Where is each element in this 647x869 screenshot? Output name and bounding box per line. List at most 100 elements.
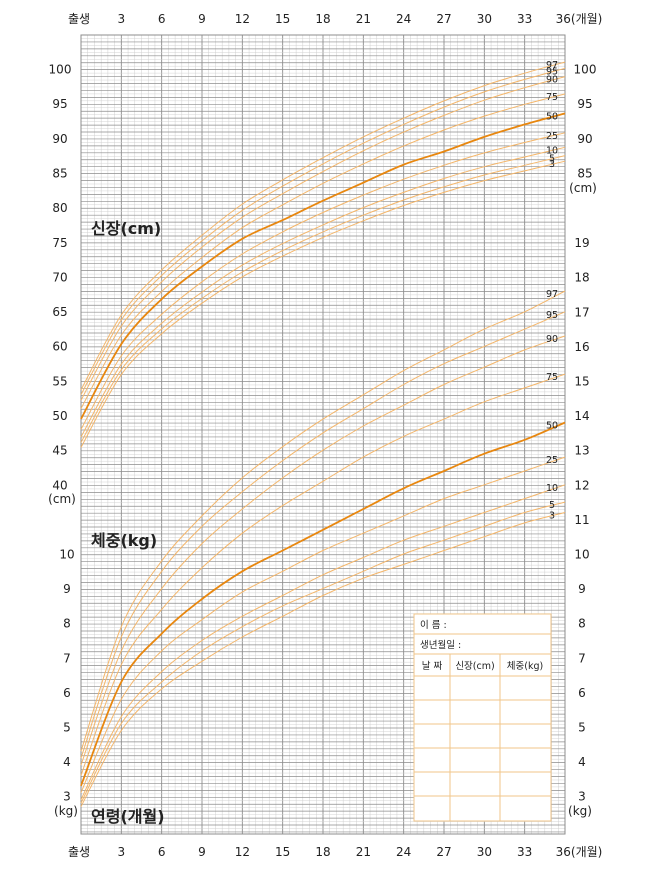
- height-y-tick-label: 80: [52, 201, 67, 215]
- weight-p25-line: [80, 456, 566, 793]
- x-tick-label-top: 9: [198, 12, 206, 26]
- height-p25-line: [80, 132, 566, 430]
- weight-y-tick-label: 7: [63, 651, 71, 665]
- axis-labels: 출생출생336699121215151818212124242727303033…: [48, 12, 602, 859]
- height-p50-line: [80, 112, 566, 420]
- height-p90-label: 90: [546, 75, 558, 86]
- height-y-tick-label: 90: [52, 132, 67, 146]
- weight-right-tick-label: 10: [574, 548, 589, 562]
- height-p10-label: 10: [546, 145, 558, 156]
- x-tick-label-bottom: 21: [356, 845, 371, 859]
- x-tick-label-bottom: 6: [158, 845, 166, 859]
- height-p95-label: 95: [546, 66, 558, 77]
- height-y-tick-label: 65: [52, 305, 67, 319]
- weight-p75-line: [80, 373, 566, 776]
- date-column-header: 날 짜: [422, 661, 443, 672]
- x-tick-label-top: 24: [396, 12, 411, 26]
- weight-right-tick-label: 18: [574, 271, 589, 285]
- weight-right-tick-label: 3: [578, 790, 586, 804]
- x-tick-label-bottom: 15: [275, 845, 290, 859]
- x-tick-label-bottom: 33: [517, 845, 532, 859]
- height-y-tick-label: 85: [52, 166, 67, 180]
- height-y-tick-label: 100: [49, 63, 72, 77]
- weight-p90-label: 90: [546, 334, 558, 345]
- height-p97-line: [80, 61, 566, 391]
- x-tick-label-top: 12: [235, 12, 250, 26]
- x-tick-label-bottom: 30: [477, 845, 492, 859]
- height-p5-line: [80, 155, 566, 443]
- height-y-tick-label: 45: [52, 444, 67, 458]
- height-y-tick-label: 95: [52, 97, 67, 111]
- height-right-tick-label: 100: [574, 63, 597, 77]
- x-tick-label-bottom: 3: [118, 845, 126, 859]
- weight-y-tick-label: 10: [59, 548, 74, 562]
- weight-p50-line: [80, 421, 566, 787]
- weight-p90-line: [80, 335, 566, 766]
- x-tick-label-top: 30: [477, 12, 492, 26]
- weight-right-tick-label: 16: [574, 340, 589, 354]
- x-tick-label-top: 27: [436, 12, 451, 26]
- height-p5-label: 5: [549, 154, 555, 165]
- height-unit-left: (cm): [48, 492, 76, 506]
- weight-right-tick-label: 12: [574, 478, 589, 492]
- weight-y-tick-label: 6: [63, 686, 71, 700]
- weight-right-tick-label: 5: [578, 721, 586, 735]
- weight-p50-label: 50: [546, 421, 558, 432]
- height-y-tick-label: 50: [52, 409, 67, 423]
- weight-y-tick-label: 8: [63, 617, 71, 631]
- height-unit-right: (cm): [569, 181, 597, 195]
- weight-right-tick-label: 17: [574, 305, 589, 319]
- x-tick-label-top: 출생: [68, 12, 90, 26]
- record-form-box: [413, 613, 552, 822]
- height-p75-line: [80, 93, 566, 409]
- weight-y-tick-label: 3: [63, 790, 71, 804]
- weight-y-tick-label: 4: [63, 755, 71, 769]
- x-tick-label-top: 21: [356, 12, 371, 26]
- weight-column-header: 체중(kg): [507, 661, 543, 672]
- weight-right-tick-label: 14: [574, 409, 589, 423]
- chart-frame: [80, 34, 566, 835]
- weight-p97-line: [80, 290, 566, 752]
- weight-p25-label: 25: [546, 455, 558, 466]
- weight-p5-line: [80, 501, 566, 804]
- height-p25-label: 25: [546, 131, 558, 142]
- x-tick-label-bottom: 12: [235, 845, 250, 859]
- height-p97-label: 97: [546, 60, 558, 71]
- name-label: 이 름 :: [420, 620, 447, 631]
- height-p3-label: 3: [549, 159, 555, 170]
- weight-p3-line: [80, 512, 566, 807]
- height-right-tick-label: 90: [577, 132, 592, 146]
- height-chart-title: 신장(cm): [91, 219, 161, 238]
- weight-right-tick-label: 9: [578, 582, 586, 596]
- record-form: 이 름 : 생년월일 : 날 짜 신장(cm) 체중(kg): [413, 613, 552, 822]
- weight-unit-left: (kg): [54, 804, 78, 818]
- weight-p10-line: [80, 484, 566, 800]
- height-p95-line: [80, 67, 566, 395]
- x-tick-label-top: 3: [118, 12, 126, 26]
- x-tick-label-bottom: 18: [315, 845, 330, 859]
- weight-right-tick-label: 6: [578, 686, 586, 700]
- weight-y-tick-label: 5: [63, 721, 71, 735]
- height-y-tick-label: 60: [52, 340, 67, 354]
- height-column-header: 신장(cm): [455, 661, 494, 672]
- weight-right-tick-label: 4: [578, 755, 586, 769]
- birthdate-label: 생년월일 :: [420, 639, 461, 651]
- height-y-tick-label: 75: [52, 236, 67, 250]
- height-p90-line: [80, 76, 566, 401]
- x-tick-label-bottom: 36(개월): [556, 845, 603, 859]
- weight-right-tick-label: 19: [574, 236, 589, 250]
- weight-p75-label: 75: [546, 372, 558, 383]
- weight-right-tick-label: 11: [574, 513, 589, 527]
- weight-p10-label: 10: [546, 483, 558, 494]
- height-right-tick-label: 85: [577, 166, 592, 180]
- height-y-tick-label: 70: [52, 270, 67, 284]
- height-right-tick-label: 95: [577, 97, 592, 111]
- weight-unit-right: (kg): [568, 804, 592, 818]
- x-tick-label-bottom: 9: [198, 845, 206, 859]
- x-tick-label-top: 36(개월): [556, 12, 603, 26]
- x-tick-label-top: 33: [517, 12, 532, 26]
- weight-p5-label: 5: [549, 500, 555, 511]
- height-y-tick-label: 40: [52, 478, 67, 492]
